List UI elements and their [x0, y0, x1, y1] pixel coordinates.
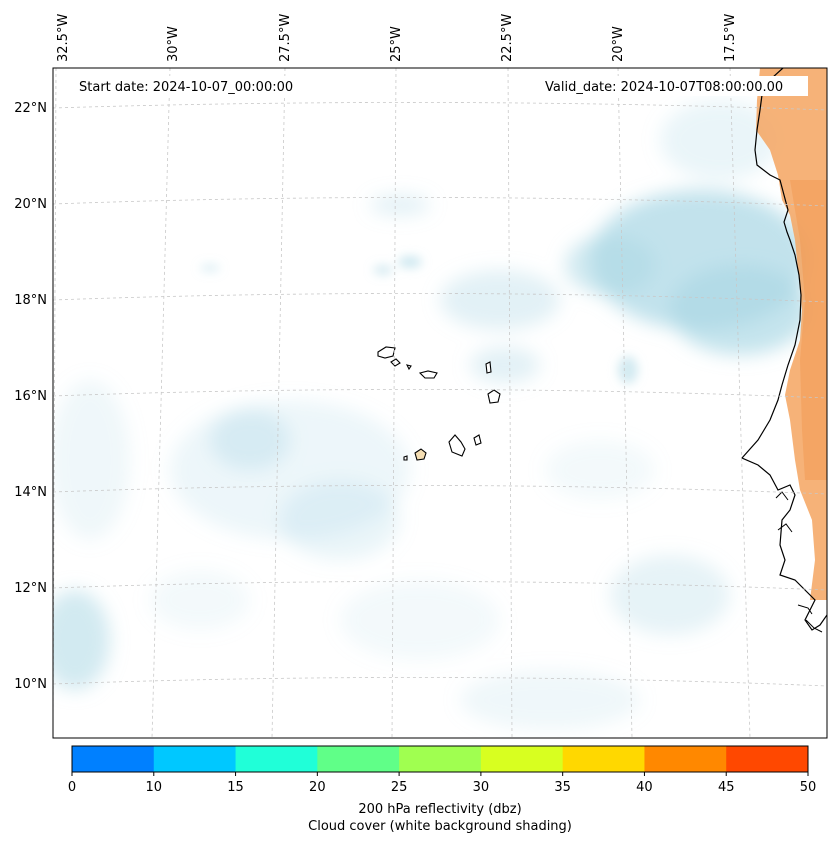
lat-label-18n: 18°N	[14, 293, 47, 308]
start-date-label: Start date: 2024-10-07_00:00:00	[79, 80, 293, 95]
coastline-africa	[741, 68, 827, 631]
colorbar-swatch	[399, 746, 482, 772]
colorbar-tick-label: 25	[391, 780, 408, 795]
longitude-labels: 32.5°W 30°W 27.5°W 25°W 22.5°W 20°W 17.5…	[56, 14, 738, 62]
colorbar-swatches	[72, 746, 809, 772]
lat-label-22n: 22°N	[14, 101, 47, 116]
lon-label-30w: 30°W	[166, 26, 181, 62]
lon-label-22-5w: 22.5°W	[500, 14, 515, 62]
colorbar-tick-label: 20	[309, 780, 326, 795]
colorbar-frame	[71, 745, 809, 773]
cloud-cover-shading	[53, 100, 810, 730]
lat-label-20n: 20°N	[14, 197, 47, 212]
valid-date-box	[538, 76, 808, 96]
map-frame	[52, 67, 828, 739]
colorbar-ticks: 0 10 15 20 25 30 35 40 45 50	[68, 772, 816, 795]
colorbar-label-line1: 200 hPa reflectivity (dbz)	[358, 802, 521, 817]
cloud-cover-small-cells	[200, 256, 638, 384]
graticule	[53, 68, 827, 738]
colorbar-swatch	[480, 746, 564, 772]
colorbar-tick-label: 45	[718, 780, 735, 795]
cape-verde-islands	[377, 346, 501, 461]
lon-label-32-5w: 32.5°W	[56, 14, 71, 62]
colorbar-tick-label: 10	[146, 780, 163, 795]
start-date-box	[72, 76, 312, 96]
africa-land-inner	[790, 180, 827, 480]
lon-label-17-5w: 17.5°W	[723, 14, 738, 62]
colorbar-swatch	[235, 746, 318, 772]
colorbar-label-line2: Cloud cover (white background shading)	[308, 819, 572, 834]
valid-date-label: Valid_date: 2024-10-07T08:00:00.00	[545, 80, 783, 95]
colorbar-tick-label: 50	[800, 780, 817, 795]
colorbar-swatch	[153, 746, 237, 772]
lon-label-27-5w: 27.5°W	[278, 14, 293, 62]
colorbar-swatch	[726, 746, 809, 772]
lat-label-16n: 16°N	[14, 389, 47, 404]
coastline-gulf	[775, 491, 823, 633]
colorbar-swatch	[644, 746, 727, 772]
lat-label-14n: 14°N	[14, 485, 47, 500]
lon-label-20w: 20°W	[611, 26, 626, 62]
colorbar-tick-label: 15	[227, 780, 244, 795]
lat-label-10n: 10°N	[14, 677, 47, 692]
colorbar-tick-label: 30	[473, 780, 490, 795]
colorbar-tick-label: 35	[554, 780, 571, 795]
latitude-labels: 22°N 20°N 18°N 16°N 14°N 12°N 10°N	[14, 101, 47, 692]
africa-land	[756, 68, 827, 600]
colorbar-swatch	[72, 746, 155, 772]
lat-label-12n: 12°N	[14, 581, 47, 596]
colorbar-tick-label: 40	[636, 780, 653, 795]
colorbar-swatch	[562, 746, 645, 772]
lon-label-25w: 25°W	[389, 26, 404, 62]
colorbar-swatch	[317, 746, 400, 772]
colorbar-tick-label: 0	[68, 780, 76, 795]
colorbar: 0 10 15 20 25 30 35 40 45 50 200 hPa reflectivity…	[68, 745, 816, 834]
map-content: Start date: 2024-10-07_00:00:00 Valid_da…	[53, 68, 827, 738]
